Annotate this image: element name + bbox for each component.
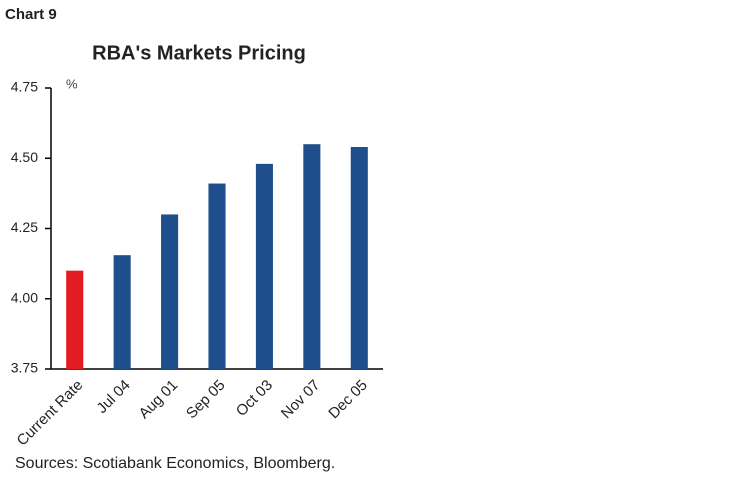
bar xyxy=(113,255,131,369)
y-tick-label: 4.50 xyxy=(11,149,38,165)
bar xyxy=(208,183,226,369)
chart-title: RBA's Markets Pricing xyxy=(92,42,306,64)
y-tick-label: 4.25 xyxy=(11,219,38,235)
x-tick-label: Aug 01 xyxy=(136,377,182,423)
bar xyxy=(255,163,273,369)
x-tick-label: Jul 04 xyxy=(93,377,133,417)
y-tick-label: 4.75 xyxy=(11,79,38,95)
y-unit: % xyxy=(66,76,78,91)
source-note: Sources: Scotiabank Economics, Bloomberg… xyxy=(15,455,335,472)
bar xyxy=(161,214,179,369)
y-tick-label: 3.75 xyxy=(11,360,38,376)
bar xyxy=(303,144,321,369)
bar xyxy=(66,270,84,369)
x-tick-label: Current Rate xyxy=(14,377,87,450)
x-tick-label: Nov 07 xyxy=(278,377,324,423)
x-tick-label: Oct 03 xyxy=(233,377,276,420)
y-tick-label: 4.00 xyxy=(11,289,38,305)
x-tick-label: Sep 05 xyxy=(183,377,229,423)
chart-number: Chart 9 xyxy=(5,6,57,23)
bar xyxy=(350,147,368,369)
x-tick-label: Dec 05 xyxy=(325,377,371,423)
